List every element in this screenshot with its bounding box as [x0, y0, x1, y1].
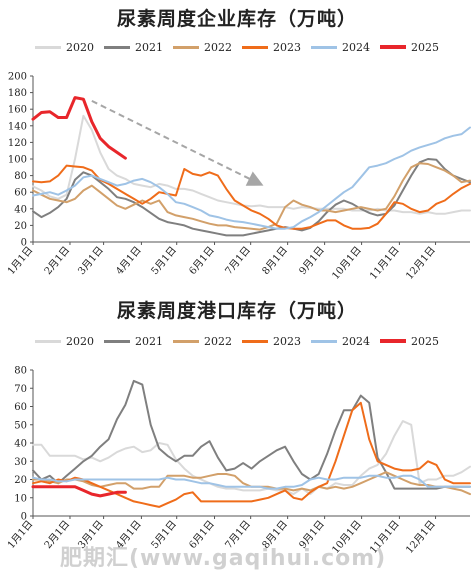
legend-label: 2025	[411, 334, 439, 348]
legend-label: 2020	[66, 334, 94, 348]
series-line-2022	[32, 162, 471, 231]
series-line-2024	[32, 126, 471, 230]
chart-legend: 2020 2021 2022 2023 2024 2025	[0, 332, 474, 350]
legend-item-2023: 2023	[242, 38, 301, 56]
series-line-2025	[31, 96, 127, 160]
series-line-2020	[32, 420, 471, 496]
y-tick-label: 140	[8, 121, 27, 132]
legend-label: 2020	[66, 40, 94, 54]
series-line-2023	[32, 164, 471, 230]
legend-swatch	[311, 45, 337, 49]
y-tick-label: 100	[8, 155, 27, 166]
x-tick-label: 4月1日	[113, 244, 143, 277]
legend-label: 2021	[135, 40, 163, 54]
x-tick-label: 3月1日	[76, 244, 106, 277]
y-tick-label: 40	[14, 439, 27, 450]
y-tick-label: 180	[8, 88, 27, 99]
series-line-2024	[32, 474, 471, 490]
series-line-2020	[32, 114, 471, 215]
y-tick-label: 40	[14, 204, 27, 215]
legend-swatch	[380, 45, 406, 49]
legend-item-2022: 2022	[173, 38, 232, 56]
legend-label: 2024	[342, 40, 370, 54]
legend-item-2022: 2022	[173, 332, 232, 350]
y-tick-label: 80	[14, 366, 27, 377]
chart-title: 尿素周度港口库存（万吨）	[116, 300, 357, 322]
y-tick-label: 50	[14, 420, 27, 431]
y-tick-label: 10	[14, 493, 27, 504]
x-tick-label: 1月1日	[5, 518, 35, 551]
legend-item-2023: 2023	[242, 332, 301, 350]
y-tick-label: 60	[14, 188, 27, 199]
y-tick-label: 200	[8, 72, 27, 83]
legend-swatch	[104, 45, 130, 49]
legend-item-2020: 2020	[35, 332, 94, 350]
series-line-2021	[32, 158, 471, 237]
enterprise-inventory-chart: 尿素周度企业库存（万吨） 2020 2021 2022 2023 2024 2025 0 2…	[0, 0, 474, 292]
legend-swatch	[242, 45, 268, 49]
legend-item-2021: 2021	[104, 332, 163, 350]
y-tick-label: 20	[14, 221, 27, 232]
series-line-2025	[31, 485, 127, 498]
x-tick-label: 6月1日	[187, 244, 217, 277]
y-tick-label: 60	[14, 402, 27, 413]
y-tick-label: 120	[8, 138, 27, 149]
x-tick-label: 8月1日	[260, 244, 290, 277]
y-tick-label: 160	[8, 105, 27, 116]
legend-label: 2022	[204, 40, 232, 54]
legend-swatch	[104, 339, 130, 343]
chart-legend: 2020 2021 2022 2023 2024 2025	[0, 38, 474, 56]
legend-item-2024: 2024	[311, 38, 370, 56]
y-tick-label: 80	[14, 171, 27, 182]
legend-swatch	[380, 339, 406, 343]
x-tick-label: 12月1日	[404, 244, 438, 282]
legend-label: 2022	[204, 334, 232, 348]
legend-item-2025: 2025	[380, 38, 439, 56]
chart-plot-area: 0 20 40 60 80 100 120 140 160 180 200 1月1日 2月1日 3月1日 4…	[5, 72, 471, 282]
x-tick-label: 5月1日	[149, 244, 179, 277]
x-tick-label: 9月1日	[297, 244, 327, 277]
legend-label: 2023	[273, 40, 301, 54]
y-tick-label: 0	[21, 512, 27, 523]
x-tick-label: 7月1日	[223, 244, 253, 277]
legend-label: 2025	[411, 40, 439, 54]
y-tick-label: 0	[21, 238, 27, 249]
legend-label: 2021	[135, 334, 163, 348]
legend-label: 2023	[273, 334, 301, 348]
legend-label: 2024	[342, 334, 370, 348]
legend-item-2021: 2021	[104, 38, 163, 56]
legend-swatch	[173, 339, 199, 343]
chart-title: 尿素周度企业库存（万吨）	[116, 8, 357, 30]
legend-item-2024: 2024	[311, 332, 370, 350]
y-tick-label: 70	[14, 384, 27, 395]
legend-swatch	[173, 45, 199, 49]
y-tick-label: 20	[14, 475, 27, 486]
legend-swatch	[35, 339, 61, 343]
watermark: 肥期汇(www.gaqihui.com)	[60, 546, 387, 571]
trend-arrow	[91, 100, 264, 186]
y-tick-label: 30	[14, 457, 27, 468]
legend-item-2025: 2025	[380, 332, 439, 350]
legend-swatch	[242, 339, 268, 343]
x-tick-label: 1月1日	[5, 244, 35, 277]
series-line-2023	[32, 401, 471, 508]
x-tick-label: 11月1日	[367, 244, 401, 282]
legend-item-2020: 2020	[35, 38, 94, 56]
x-tick-label: 10月1日	[330, 244, 364, 282]
x-tick-label: 2月1日	[42, 244, 72, 277]
series-line-2021	[32, 379, 471, 490]
legend-swatch	[311, 339, 337, 343]
legend-swatch	[35, 45, 61, 49]
